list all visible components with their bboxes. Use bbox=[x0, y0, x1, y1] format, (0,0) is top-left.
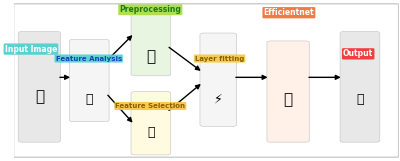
Text: Preprocessing: Preprocessing bbox=[119, 5, 181, 14]
FancyBboxPatch shape bbox=[340, 31, 380, 142]
FancyBboxPatch shape bbox=[267, 41, 309, 142]
Text: Efficientnet: Efficientnet bbox=[264, 8, 314, 17]
Text: 🧫: 🧫 bbox=[35, 89, 44, 104]
FancyBboxPatch shape bbox=[70, 39, 109, 122]
Text: ⚡: ⚡ bbox=[214, 93, 223, 106]
Text: Input Image: Input Image bbox=[5, 45, 57, 54]
Text: 🔧: 🔧 bbox=[146, 49, 156, 64]
Text: Feature Analysis: Feature Analysis bbox=[56, 56, 122, 62]
Text: 🔬: 🔬 bbox=[86, 93, 93, 106]
Text: Layer fitting: Layer fitting bbox=[195, 56, 244, 62]
Text: 🔬: 🔬 bbox=[356, 93, 364, 106]
FancyBboxPatch shape bbox=[18, 31, 60, 142]
Text: 🧠: 🧠 bbox=[284, 92, 293, 107]
FancyBboxPatch shape bbox=[131, 9, 171, 76]
Text: 📄: 📄 bbox=[147, 126, 155, 139]
FancyBboxPatch shape bbox=[200, 33, 236, 126]
Text: Feature Selection: Feature Selection bbox=[115, 103, 185, 109]
FancyBboxPatch shape bbox=[131, 92, 171, 155]
Text: Output: Output bbox=[343, 49, 373, 58]
